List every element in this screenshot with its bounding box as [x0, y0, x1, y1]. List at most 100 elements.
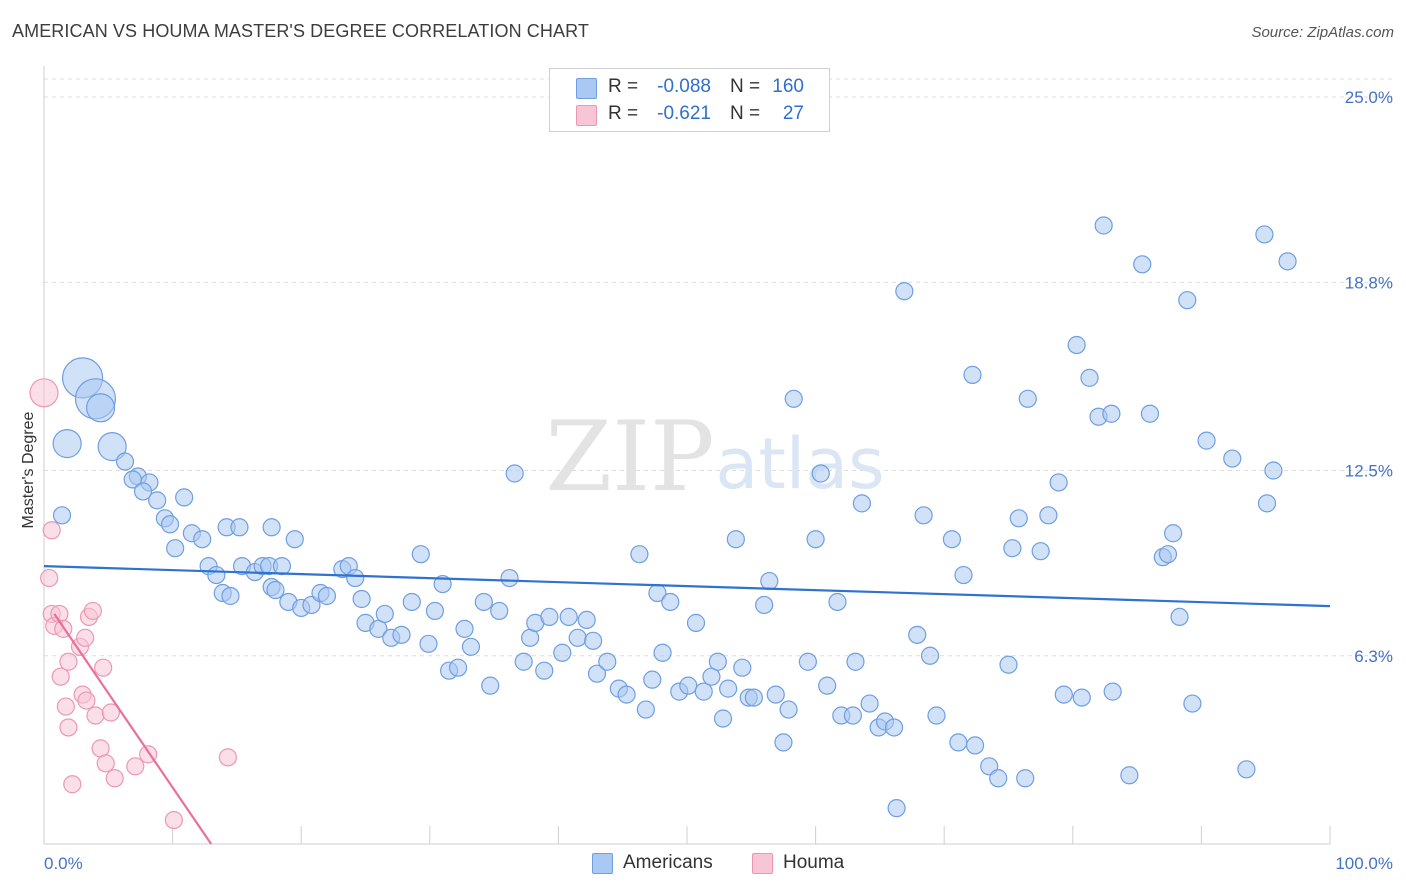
legend-n-label: N =: [730, 103, 761, 124]
americans-point: [1264, 461, 1283, 480]
americans-point: [490, 601, 509, 621]
americans-point: [1039, 506, 1058, 525]
americans-point: [828, 592, 847, 612]
americans-point: [846, 652, 865, 671]
americans-point: [852, 494, 871, 513]
americans-point: [514, 652, 533, 671]
americans-point: [285, 530, 304, 549]
americans-point: [97, 431, 127, 462]
americans-point: [708, 652, 727, 671]
americans-point: [755, 595, 774, 615]
americans-point: [999, 655, 1018, 674]
americans-point: [411, 545, 430, 564]
houma-point: [105, 769, 124, 788]
americans-point: [1009, 509, 1028, 528]
y-tick-label: 18.8%: [1345, 273, 1393, 292]
americans-point: [779, 700, 798, 719]
americans-point: [598, 652, 617, 671]
americans-point: [1133, 255, 1152, 274]
americans-point: [1278, 252, 1297, 271]
houma-point: [96, 754, 115, 773]
americans-point: [1003, 539, 1022, 558]
americans-point: [346, 568, 365, 588]
bottom-legend-americans: Americans: [592, 850, 732, 876]
americans-point: [798, 652, 817, 671]
trend-lines: [43, 565, 1331, 845]
americans-point: [1158, 545, 1178, 564]
americans-point: [1049, 473, 1068, 492]
americans-point: [448, 658, 468, 677]
americans-point: [207, 565, 226, 585]
bottom-legend-houma: Houma: [752, 850, 862, 876]
watermark-atlas: atlas: [715, 423, 884, 505]
source-label: Source: ZipAtlas.com: [1251, 24, 1394, 41]
americans-points: [52, 216, 1297, 818]
americans-point: [425, 601, 445, 621]
legend-americans-n: 160: [772, 76, 804, 97]
americans-point: [719, 679, 738, 698]
americans-point: [1080, 368, 1099, 387]
americans-point: [811, 464, 830, 483]
tick-labels: 6.3% 12.5% 18.8% 25.0% 0.0% 100.0%: [44, 88, 1393, 873]
americans-point: [713, 709, 733, 728]
americans-point: [577, 610, 596, 630]
americans-point: [272, 557, 292, 576]
houma-trend-line: [53, 613, 213, 845]
legend-r-label: R =: [608, 103, 639, 124]
y-tick-label: 25.0%: [1345, 88, 1393, 107]
americans-point: [1170, 607, 1189, 627]
legend-row-americans: R = -0.088 N = 160: [550, 74, 829, 100]
americans-point: [661, 592, 680, 612]
houma-point: [164, 810, 183, 830]
americans-point: [1164, 524, 1183, 543]
americans-point: [653, 643, 672, 662]
americans-point: [949, 733, 968, 752]
americans-point: [419, 634, 438, 653]
legend-row-houma: R = -0.621 N = 27: [550, 101, 829, 127]
americans-point: [262, 518, 281, 537]
americans-point: [920, 646, 940, 665]
americans-point: [895, 282, 914, 301]
houma-point: [56, 697, 75, 716]
correlation-legend: R = -0.088 N = 160 R = -0.621 N = 27: [549, 68, 830, 132]
americans-point: [1103, 682, 1122, 701]
americans-point: [535, 661, 554, 680]
americans-point: [166, 539, 185, 558]
houma-legend-swatch: [752, 853, 773, 874]
americans-point: [643, 670, 662, 689]
houma-point: [77, 691, 96, 710]
americans-point: [636, 700, 655, 719]
americans-point: [1072, 688, 1091, 707]
americans-point: [392, 625, 411, 644]
americans-point: [1120, 766, 1139, 785]
americans-point: [942, 530, 962, 549]
houma-point: [218, 748, 237, 767]
americans-point: [965, 736, 985, 755]
americans-point: [266, 580, 285, 600]
americans-point: [1094, 216, 1113, 235]
americans-point: [584, 631, 603, 650]
americans-point: [1257, 494, 1277, 513]
americans-point: [375, 604, 394, 624]
americans-point: [989, 769, 1008, 788]
americans-point: [914, 506, 933, 525]
americans-swatch: [576, 78, 597, 99]
americans-point: [559, 607, 578, 627]
americans-point: [402, 592, 421, 612]
americans-point: [927, 706, 946, 725]
americans-point: [1031, 542, 1050, 561]
x-tick-label: 100.0%: [1335, 854, 1393, 873]
americans-point: [160, 515, 180, 534]
americans-point: [766, 685, 785, 704]
americans-point: [481, 676, 500, 695]
americans-point: [433, 574, 452, 594]
y-tick-label: 12.5%: [1345, 462, 1393, 481]
americans-point: [963, 365, 982, 384]
legend-houma-n: 27: [782, 103, 804, 124]
americans-point: [630, 545, 649, 564]
houma-point: [86, 706, 105, 725]
americans-point: [369, 619, 388, 638]
americans-point: [230, 518, 249, 537]
americans-point: [1018, 389, 1037, 408]
americans-point: [148, 491, 167, 510]
